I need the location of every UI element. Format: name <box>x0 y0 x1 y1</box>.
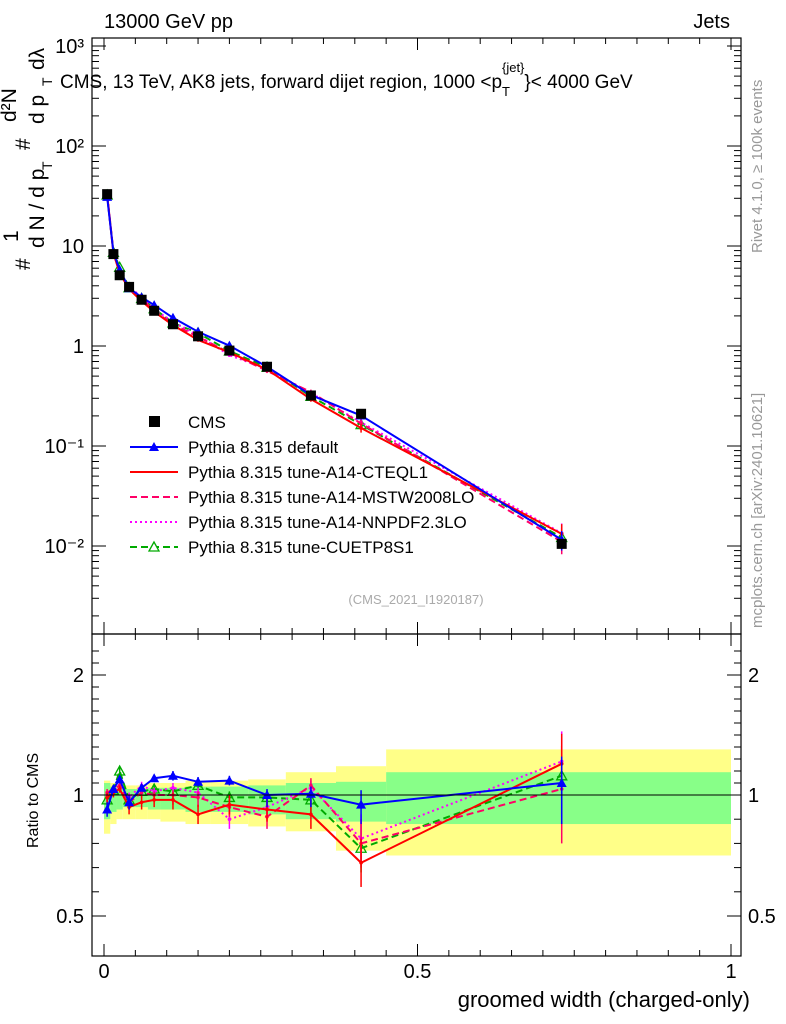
y-label-d2N: d²N <box>0 88 21 122</box>
ratio-series-marker <box>124 797 135 807</box>
legend-label: Pythia 8.315 tune-A14-NNPDF2.3LO <box>188 513 467 532</box>
ratio-series-marker <box>171 786 175 790</box>
y-label-T2: T <box>39 77 55 86</box>
ratio-tick-label-right: 2 <box>748 665 759 687</box>
cms-band-inner <box>386 772 731 825</box>
main-y-axis-label: # 1 d N / d p T # d²N d p T dλ <box>0 47 55 270</box>
cms-data-point <box>193 331 204 342</box>
cms-data-point <box>102 189 113 200</box>
ratio-tick-label: 1 <box>73 785 84 807</box>
ratio-series-marker <box>117 787 122 791</box>
y-label-dpT: d p <box>26 95 49 124</box>
ratio-series-marker <box>105 795 109 800</box>
ratio-tick-label-right: 0.5 <box>748 906 776 928</box>
legend: CMS Pythia 8.315 default Pythia 8.315 tune… <box>130 413 474 557</box>
cms-data-point <box>262 361 273 372</box>
ratio-series-marker <box>356 799 367 809</box>
cms-data-point <box>136 294 147 305</box>
legend-cms-marker <box>149 416 160 427</box>
ratio-series-marker <box>136 782 147 792</box>
ratio-series-marker <box>114 774 125 784</box>
y-label-hash1: # <box>12 258 35 270</box>
main-series-line <box>106 194 563 535</box>
ratio-series-marker <box>108 784 119 793</box>
y-tick-label: 10⁻¹ <box>45 436 85 458</box>
main-panel-series <box>101 188 568 555</box>
ratio-series-marker <box>224 775 235 785</box>
ratio-y-axis-label: Ratio to CMS <box>25 753 42 848</box>
ratio-series-marker <box>556 778 567 787</box>
y-label-dN: d N / d p <box>26 169 49 248</box>
cms-data-point <box>556 538 567 549</box>
cms-data-point <box>224 345 235 356</box>
ratio-series-marker <box>227 817 232 821</box>
cms-data-point <box>108 249 119 260</box>
ratio-series-marker <box>196 812 200 817</box>
y-label-hash2: # <box>12 138 35 150</box>
cms-data-point <box>356 408 367 419</box>
cms-data-point <box>167 319 178 330</box>
main-series-line <box>106 194 563 535</box>
y-tick-label: 10 <box>62 236 84 258</box>
mcplots-label: mcplots.cern.ch [arXiv:2401.10621] <box>749 393 766 628</box>
y-label-one: 1 <box>0 230 23 242</box>
header-jets-label: Jets <box>693 11 730 33</box>
legend-marker <box>149 442 159 451</box>
x-tick-label: 0 <box>98 961 109 983</box>
ratio-series-marker <box>171 798 175 802</box>
x-axis-label: groomed width (charged-only) <box>458 987 750 1012</box>
ratio-tick-label: 2 <box>73 665 84 687</box>
ratio-tick-label: 0.5 <box>56 906 84 928</box>
chart-title: CMS, 13 TeV, AK8 jets, forward dijet reg… <box>60 60 633 99</box>
legend-label: Pythia 8.315 tune-A14-MSTW2008LO <box>188 488 474 507</box>
ratio-series-marker <box>309 783 313 788</box>
ratio-series-marker <box>309 812 313 817</box>
y-label-dlambda: dλ <box>26 47 49 70</box>
cms-data-point <box>149 305 160 316</box>
y-tick-label: 1 <box>73 336 84 358</box>
ratio-series-marker <box>305 788 316 798</box>
ratio-series-marker <box>359 860 363 865</box>
header-energy-label: 13000 GeV pp <box>104 11 233 33</box>
legend-label: Pythia 8.315 tune-A14-CTEQL1 <box>188 463 428 482</box>
main-series-marker <box>359 426 363 430</box>
x-tick-label: 1 <box>725 961 736 983</box>
ratio-series-marker <box>265 807 269 812</box>
legend-cms-label: CMS <box>188 413 226 432</box>
ratio-series-marker <box>193 776 204 786</box>
cms-band-inner <box>110 786 117 812</box>
ratio-series-marker <box>167 770 178 780</box>
axes: 0 0.5 1 10⁻² 10⁻¹ 1 10 10² 10³ 0.5 0.5 1 1 2 2 <box>45 36 776 983</box>
ratio-tick-label-right: 1 <box>748 785 759 807</box>
rivet-version-label: Rivet 4.1.0, ≥ 100k events <box>749 80 766 253</box>
cms-data-point <box>124 281 135 292</box>
legend-label: Pythia 8.315 default <box>188 438 339 457</box>
cms-band-inner <box>116 787 123 810</box>
main-series-marker <box>359 421 363 426</box>
legend-marker <box>147 540 161 552</box>
ratio-series-marker <box>227 802 232 807</box>
main-series-line <box>106 194 563 539</box>
y-tick-label: 10³ <box>55 36 84 58</box>
cms-data-point <box>114 270 125 281</box>
y-label-T1: T <box>39 161 55 170</box>
analysis-id-label: (CMS_2021_I1920187) <box>348 592 483 607</box>
ratio-series-marker <box>152 798 156 802</box>
ratio-series-marker <box>139 800 144 805</box>
cms-data-point <box>305 390 316 401</box>
y-tick-label: 10² <box>55 136 84 158</box>
x-tick-label: 0.5 <box>404 961 432 983</box>
legend-label: Pythia 8.315 tune-CUETP8S1 <box>188 538 414 557</box>
y-tick-label: 10⁻² <box>45 536 85 558</box>
ratio-series-marker <box>149 773 160 783</box>
ratio-series-marker <box>196 795 200 800</box>
ratio-series-marker <box>102 804 113 814</box>
